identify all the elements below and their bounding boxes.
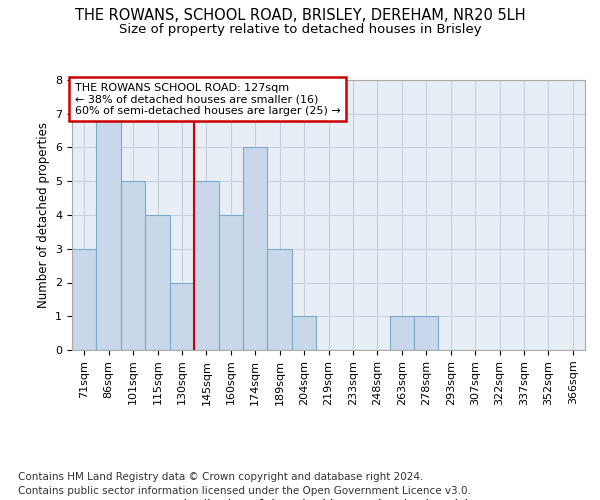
Bar [268,248,292,350]
Text: THE ROWANS SCHOOL ROAD: 127sqm
← 38% of detached houses are smaller (16)
60% of : THE ROWANS SCHOOL ROAD: 127sqm ← 38% of … [74,82,340,116]
Bar [97,114,121,350]
Bar [170,282,194,350]
Bar [292,316,316,350]
Bar [72,248,97,350]
Y-axis label: Number of detached properties: Number of detached properties [37,122,50,308]
Bar [389,316,414,350]
Text: Contains public sector information licensed under the Open Government Licence v3: Contains public sector information licen… [18,486,471,496]
Bar [414,316,439,350]
Text: THE ROWANS, SCHOOL ROAD, BRISLEY, DEREHAM, NR20 5LH: THE ROWANS, SCHOOL ROAD, BRISLEY, DEREHA… [74,8,526,22]
Text: Contains HM Land Registry data © Crown copyright and database right 2024.: Contains HM Land Registry data © Crown c… [18,472,424,482]
Bar [145,215,170,350]
Bar [194,181,218,350]
Text: Size of property relative to detached houses in Brisley: Size of property relative to detached ho… [119,22,481,36]
Bar [218,215,243,350]
Bar [243,148,268,350]
Bar [121,181,145,350]
X-axis label: Distribution of detached houses by size in Brisley: Distribution of detached houses by size … [174,498,483,500]
